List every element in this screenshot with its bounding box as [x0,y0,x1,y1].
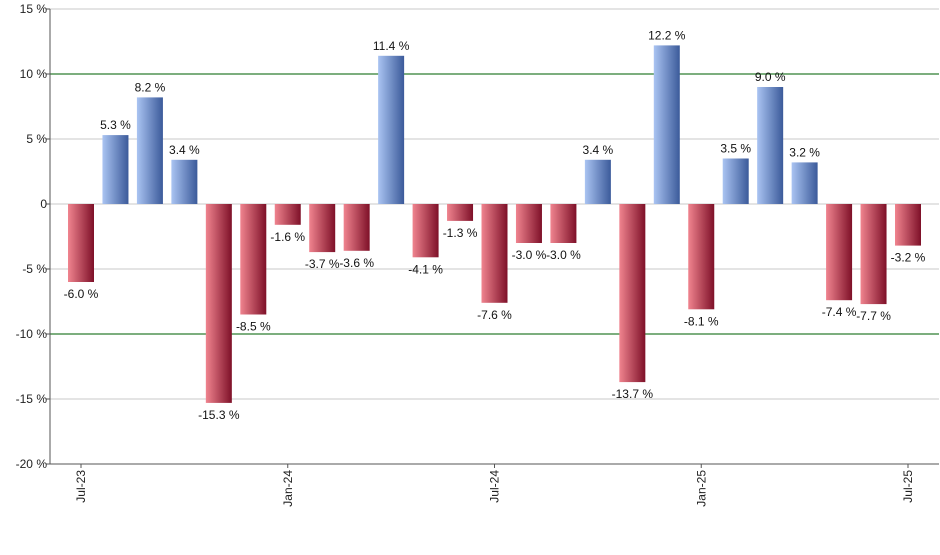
bar-data-label: 3.4 % [583,143,614,157]
bar-data-label: -8.5 % [236,320,271,334]
bar-positive [757,87,784,204]
bars [68,45,921,403]
bar-positive [791,162,818,204]
bar-negative [447,204,474,221]
bar-negative [274,204,301,225]
bar-negative [309,204,336,253]
bar-positive [653,45,680,205]
x-tick-label: Jul-25 [901,470,915,503]
bar-positive [171,159,198,204]
bar-negative [826,204,853,301]
y-tick-label: 5 % [26,132,47,146]
bar-negative [481,204,508,303]
x-tick-label: Jan-25 [694,470,708,507]
reference-lines [50,73,939,335]
bar-data-label: -3.6 % [339,256,374,270]
bar-negative [688,204,715,310]
bar-negative [240,204,267,315]
bar-data-label: -3.0 % [546,248,581,262]
bar-data-label: 12.2 % [648,28,686,42]
bar-data-label: 3.4 % [169,143,200,157]
y-tick-label: -10 % [16,327,48,341]
bar-data-label: -8.1 % [684,314,719,328]
bar-data-label: -6.0 % [64,287,99,301]
bar-data-label: -7.4 % [822,305,857,319]
axes: 15 % 10 % 5 % 0 -5 % -10 % -15 % -20 % Jul-23 Jan… [16,2,939,507]
bar-data-label: -15.3 % [198,408,240,422]
bar-negative [412,204,439,258]
bar-data-label: -3.2 % [891,251,926,265]
bar-negative [343,204,370,251]
bar-negative [68,204,94,282]
bar-positive [136,97,163,204]
y-tick-label: -15 % [16,392,48,406]
bar-data-label: -1.6 % [270,230,305,244]
bar-data-label: 3.5 % [720,142,751,156]
bar-negative [515,204,542,243]
bar-negative [895,204,921,246]
data-labels: -6.0 % 5.3 % 8.2 % 3.4 % -15.3 % -8.5 % -1.6 %… [64,28,926,422]
bar-positive [722,158,749,204]
y-tick-label: -20 % [16,457,48,471]
bar-data-label: 3.2 % [789,145,820,159]
bar-negative [205,204,232,403]
bar-data-label: -4.1 % [408,262,443,276]
x-tick-label: Jul-24 [488,470,502,503]
bar-data-label: -7.7 % [856,309,891,323]
y-tick-label: -5 % [22,262,47,276]
bar-data-label: -3.7 % [305,257,340,271]
bar-negative [619,204,646,383]
x-tick-label: Jul-23 [74,470,88,503]
bar-data-label: -3.0 % [512,248,547,262]
bar-data-label: -1.3 % [443,226,478,240]
bar-positive [378,55,405,204]
bar-data-label: -7.6 % [477,308,512,322]
bar-data-label: -13.7 % [612,387,654,401]
bar-positive [102,135,129,204]
y-tick-label: 15 % [20,2,48,16]
bar-data-label: 11.4 % [373,39,410,53]
x-tick-label: Jan-24 [281,470,295,507]
bar-data-label: 9.0 % [755,70,786,84]
bar-data-label: 5.3 % [100,118,131,132]
y-tick-label: 0 [40,197,47,211]
y-tick-label: 10 % [20,67,48,81]
bar-data-label: 8.2 % [135,80,166,94]
bar-positive [584,159,611,204]
bar-negative [550,204,577,243]
bar-negative [860,204,887,305]
